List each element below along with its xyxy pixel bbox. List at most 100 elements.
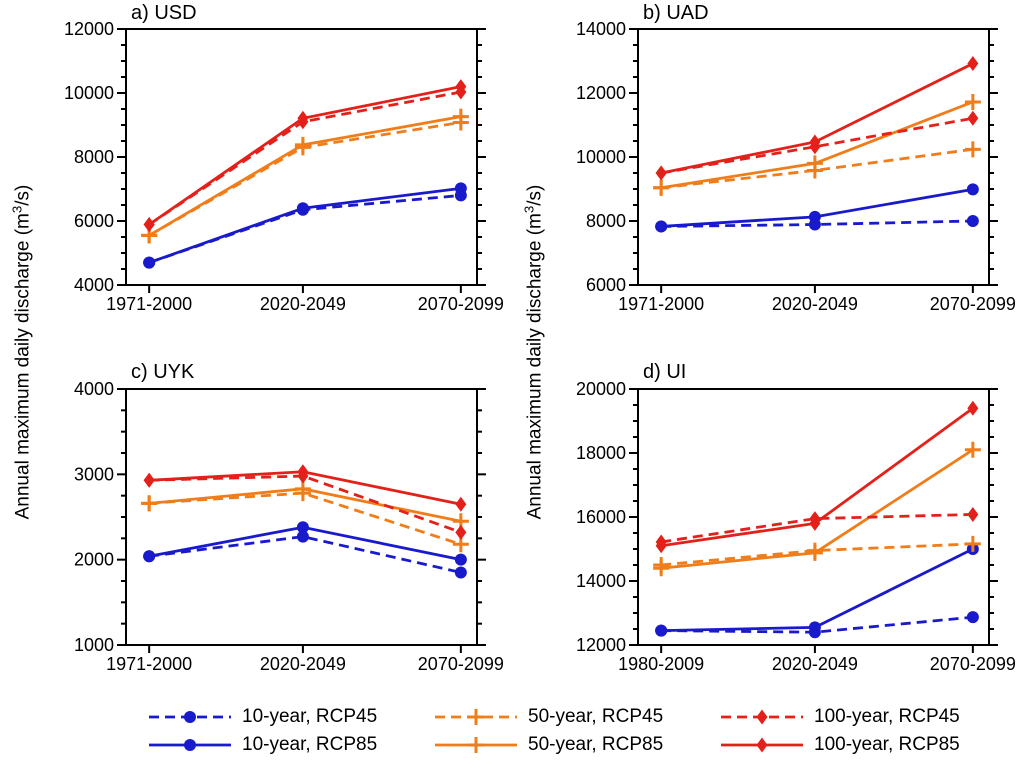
legend-line-sample — [435, 737, 517, 753]
x-tick-label: 2070-2099 — [930, 294, 1016, 314]
y-tick-label: 2000 — [74, 550, 114, 570]
x-tick-label: 2070-2099 — [418, 294, 504, 314]
plus-marker-icon — [141, 495, 158, 512]
y-axis-label-right: Annual maximum daily discharge (m3/s) — [521, 185, 546, 520]
y-tick-label: 10000 — [576, 147, 626, 167]
y-tick-label: 12000 — [576, 83, 626, 103]
y-axis-label-units: /s) — [12, 184, 34, 206]
series-50-year-rcp85 — [141, 108, 469, 244]
legend-line-sample — [435, 709, 517, 725]
circle-marker-icon — [454, 182, 467, 195]
plus-marker-icon — [806, 544, 823, 561]
panel-a-title: a) USD — [131, 2, 197, 24]
legend: 10-year, RCP45 50-year, RCP45 100-year, RC… — [147, 703, 960, 759]
plus-marker-icon — [468, 737, 484, 753]
legend-line-sample — [149, 711, 231, 723]
diamond-marker-icon — [455, 524, 467, 540]
series-10-year-rcp85 — [143, 182, 467, 269]
diamond-marker-icon — [967, 56, 979, 72]
series-line — [660, 116, 974, 175]
axis-ticks — [629, 28, 998, 293]
diamond-marker-icon — [455, 79, 467, 95]
y-tick-label: 8000 — [586, 211, 626, 231]
series-10-year-rcp85 — [655, 543, 979, 637]
series-50-year-rcp85 — [653, 441, 981, 577]
plus-marker-icon — [964, 93, 981, 110]
series-line — [661, 147, 974, 190]
legend-label: 10-year, RCP45 — [242, 706, 378, 727]
series-line — [149, 491, 462, 546]
legend-item-50-year-rcp85: 50-year, RCP85 — [433, 731, 719, 759]
circle-marker-icon — [655, 624, 668, 637]
legend-label: 100-year, RCP45 — [814, 706, 960, 727]
diamond-marker-icon — [756, 709, 768, 725]
circle-marker-icon — [296, 521, 309, 534]
diamond-marker-icon — [809, 515, 821, 531]
diamond-marker-icon — [455, 496, 467, 512]
panel-b-title: b) UAD — [643, 2, 709, 24]
y-tick-label: 6000 — [586, 275, 626, 295]
plot-box — [125, 28, 478, 286]
axis-ticks — [117, 28, 486, 293]
circle-marker-icon — [966, 183, 979, 196]
circle-marker-icon — [655, 220, 668, 233]
plus-marker-icon — [806, 155, 823, 172]
diamond-marker-icon — [756, 737, 768, 753]
series-100-year-rcp45 — [655, 506, 979, 550]
diamond-marker-icon — [297, 464, 309, 480]
series-100-year-rcp85 — [143, 464, 467, 512]
x-tick-label: 2020-2049 — [772, 294, 858, 314]
y-axis-label-superscript: 3 — [521, 205, 537, 214]
y-axis-label-text: Annual maximum daily discharge (m — [524, 213, 546, 520]
circle-marker-icon — [454, 553, 467, 566]
series-100-year-rcp85 — [655, 56, 979, 181]
plus-marker-icon — [452, 108, 469, 125]
legend-item-100-year-rcp45: 100-year, RCP45 — [719, 703, 960, 731]
y-tick-label: 12000 — [64, 19, 114, 39]
series-line — [660, 62, 974, 175]
plot-box — [125, 388, 478, 646]
y-axis-label-superscript: 3 — [9, 205, 25, 214]
series-line — [660, 513, 973, 544]
diamond-marker-icon — [297, 110, 309, 126]
legend-item-10-year-rcp85: 10-year, RCP85 — [147, 731, 433, 759]
panel-b: 6000 8000 10000 12000 14000 1971-2000 2020-204… — [576, 19, 1016, 314]
diamond-marker-icon — [809, 134, 821, 150]
x-tick-label: 2070-2099 — [418, 654, 504, 674]
diamond-marker-icon — [655, 165, 667, 181]
series-100-year-rcp85 — [655, 400, 979, 554]
circle-marker-icon — [296, 530, 309, 543]
y-tick-label: 4000 — [74, 379, 114, 399]
plus-marker-icon — [653, 179, 670, 196]
x-tick-label: 1980-2009 — [618, 654, 704, 674]
x-tick-label: 1971-2000 — [106, 654, 192, 674]
circle-marker-icon — [808, 210, 821, 223]
series-line — [661, 448, 974, 570]
circle-marker-icon — [966, 215, 979, 227]
circle-marker-icon — [184, 711, 196, 723]
circle-marker-icon — [296, 202, 309, 215]
panel-c: 1000 2000 3000 4000 1971-2000 2020-2049 2070-2… — [74, 379, 504, 674]
y-tick-label: 3000 — [74, 464, 114, 484]
series-50-year-rcp85 — [653, 93, 981, 196]
series-10-year-rcp45 — [143, 530, 467, 579]
y-axis-label-units: /s) — [524, 184, 546, 206]
panel-d: 12000 14000 16000 18000 20000 1980-2009 2020-2… — [576, 379, 1016, 674]
legend-label: 10-year, RCP85 — [242, 734, 378, 755]
series-line — [148, 535, 462, 574]
diamond-marker-icon — [655, 538, 667, 554]
x-tick-label: 2020-2049 — [772, 654, 858, 674]
legend-item-10-year-rcp45: 10-year, RCP45 — [147, 703, 433, 731]
diamond-marker-icon — [967, 506, 979, 522]
y-tick-label: 4000 — [74, 275, 114, 295]
legend-label: 100-year, RCP85 — [814, 734, 960, 755]
y-tick-label: 14000 — [576, 19, 626, 39]
y-tick-label: 14000 — [576, 571, 626, 591]
legend-line-sample — [721, 709, 803, 725]
axis-ticks — [629, 388, 998, 653]
legend-line-sample — [149, 739, 231, 751]
circle-marker-icon — [808, 621, 821, 634]
series-50-year-rcp85 — [141, 480, 469, 530]
